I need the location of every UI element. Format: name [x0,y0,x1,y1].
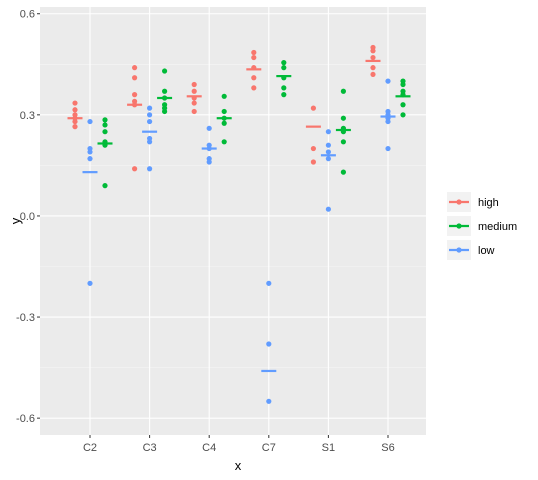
data-point-high [370,48,376,54]
data-point-low [147,105,153,111]
data-point-medium [281,92,287,98]
data-point-low [147,139,153,145]
y-axis: -0.6 -0.3 0.0 0.3 0.6 [16,9,40,425]
x-tick-label: C4 [202,442,216,454]
data-point-low [385,118,391,125]
data-point-medium [340,115,346,121]
data-point-low [325,206,331,212]
data-point-medium [400,81,406,88]
major-grid [40,7,426,435]
data-point-high [251,54,257,61]
data-point-high [132,166,138,172]
y-tick-label: 0.6 [20,9,35,21]
data-point-medium [400,112,406,118]
data-point-low [325,142,331,148]
data-point-low [385,78,391,84]
y-tick-label: -0.3 [16,312,35,324]
data-point-high [132,65,138,71]
data-point-medium [400,102,406,108]
data-point-medium [102,117,108,123]
data-point-low [266,280,272,286]
x-tick-label: C7 [262,442,276,454]
legend: high medium low [447,192,517,260]
y-tick-label: -0.6 [16,413,35,425]
data-point-high [251,85,257,91]
data-point-medium [162,68,168,74]
legend-label-high: high [478,197,499,209]
data-point-high [191,100,197,106]
data-point-low [147,118,153,125]
x-tick-label: C3 [143,442,157,454]
data-point-medium [162,108,168,115]
data-point-medium [102,122,108,128]
data-point-high [132,75,138,81]
data-point-medium [102,183,108,189]
data-point-medium [221,120,227,126]
x-tick-label: C2 [83,442,97,454]
data-point-high [191,81,197,88]
data-point-high [310,145,316,152]
data-point-medium [221,108,227,115]
data-point-medium [102,129,108,135]
data-point-high [72,100,78,106]
x-tick-label: S1 [322,442,335,454]
data-point-low [147,166,153,172]
data-point-high [132,92,138,98]
data-point-low [206,159,212,165]
y-axis-title: y [8,217,23,224]
data-point-high [191,108,197,115]
data-point-high [370,65,376,71]
legend-key-point-medium [456,223,462,229]
x-axis: C2 C3 C4 C7 S1 S6 [83,435,395,454]
data-point-low [266,341,272,347]
data-marks [67,44,411,404]
y-tick-label: 0.0 [20,211,35,223]
legend-key-point-low [456,247,462,253]
data-point-low [325,129,331,135]
data-point-medium [340,169,346,175]
data-point-high [310,105,316,111]
data-point-medium [221,139,227,145]
data-point-low [385,145,391,152]
data-point-low [325,149,331,155]
legend-key-point-high [456,199,462,205]
data-point-high [72,107,78,113]
legend-label-medium: medium [478,221,517,233]
data-point-high [251,49,257,56]
data-point-medium [221,93,227,99]
data-point-high [310,159,316,165]
data-point-high [370,71,376,78]
data-point-medium [340,139,346,145]
data-point-medium [340,88,346,94]
plot-panel [40,7,426,435]
data-point-high [72,118,78,125]
data-point-low [87,149,93,155]
data-point-low [325,156,331,162]
x-axis-title: x [235,458,242,473]
data-point-high [251,75,257,81]
data-point-medium [281,65,287,71]
data-point-low [147,112,153,118]
data-point-low [87,156,93,162]
data-point-high [370,54,376,61]
data-point-medium [281,60,287,66]
data-point-low [266,398,272,404]
data-point-high [191,88,197,94]
x-tick-label: S6 [381,442,394,454]
data-point-low [87,118,93,125]
legend-label-low: low [478,245,495,257]
data-point-medium [162,88,168,94]
y-tick-label: 0.3 [20,110,35,122]
data-point-medium [281,85,287,91]
data-point-high [72,124,78,130]
minor-grid [40,63,426,368]
data-point-low [206,125,212,131]
data-point-low [87,280,93,286]
